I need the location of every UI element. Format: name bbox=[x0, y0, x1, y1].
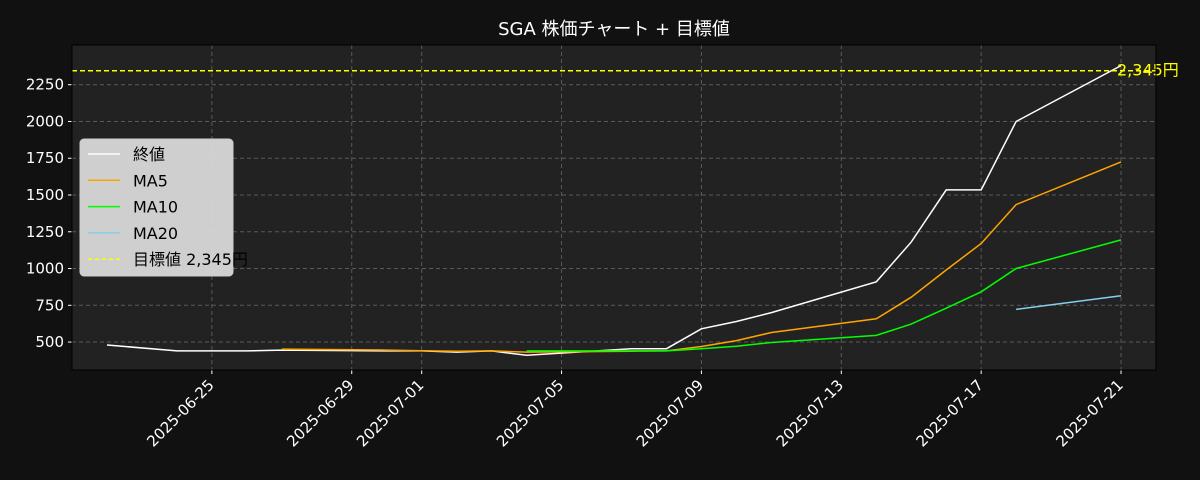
y-tick-label: 1250 bbox=[26, 223, 64, 241]
legend-label: 終値 bbox=[133, 145, 165, 164]
x-tick-label: 2025-07-17 bbox=[913, 376, 987, 450]
x-tick-label: 2025-07-05 bbox=[493, 376, 567, 450]
target-layer: 2,345円 bbox=[72, 61, 1179, 80]
y-tick-label: 750 bbox=[35, 296, 64, 314]
legend-box bbox=[79, 138, 234, 277]
x-tick-label: 2025-07-09 bbox=[633, 376, 707, 450]
target-label: 2,345円 bbox=[1117, 61, 1179, 80]
series-line-MA5 bbox=[281, 161, 1122, 353]
x-tick-label: 2025-06-25 bbox=[143, 376, 217, 450]
y-tick-label: 2250 bbox=[26, 76, 64, 94]
series-layer bbox=[106, 64, 1122, 357]
grid-lines bbox=[72, 45, 1156, 370]
x-tick-label: 2025-07-21 bbox=[1052, 376, 1126, 450]
y-tick-label: 2000 bbox=[26, 112, 64, 130]
x-tick-label: 2025-06-29 bbox=[283, 376, 357, 450]
legend: 終値 MA5 MA10 MA20 目標値 2,345円 bbox=[79, 138, 248, 277]
y-tick-label: 1000 bbox=[26, 260, 64, 278]
legend-label: MA20 bbox=[133, 224, 178, 243]
legend-label: 目標値 2,345円 bbox=[133, 250, 248, 269]
plot-area bbox=[71, 44, 1157, 371]
x-tick-label: 2025-07-01 bbox=[353, 376, 427, 450]
x-tick-label: 2025-07-13 bbox=[773, 376, 847, 450]
plot-frame bbox=[71, 44, 1157, 371]
legend-label: MA5 bbox=[133, 171, 168, 190]
chart-title: SGA 株価チャート + 目標値 bbox=[498, 19, 730, 40]
series-line-MA20 bbox=[1016, 294, 1122, 311]
y-tick-label: 1500 bbox=[26, 186, 64, 204]
series-line-終値 bbox=[106, 64, 1122, 357]
legend-label: MA10 bbox=[133, 198, 178, 217]
series-line-MA10 bbox=[526, 239, 1122, 352]
y-axis: 500 750 1000 1250 1500 1750 2000 2250 bbox=[26, 76, 72, 351]
y-tick-label: 1750 bbox=[26, 149, 64, 167]
y-tick-label: 500 bbox=[35, 333, 64, 351]
